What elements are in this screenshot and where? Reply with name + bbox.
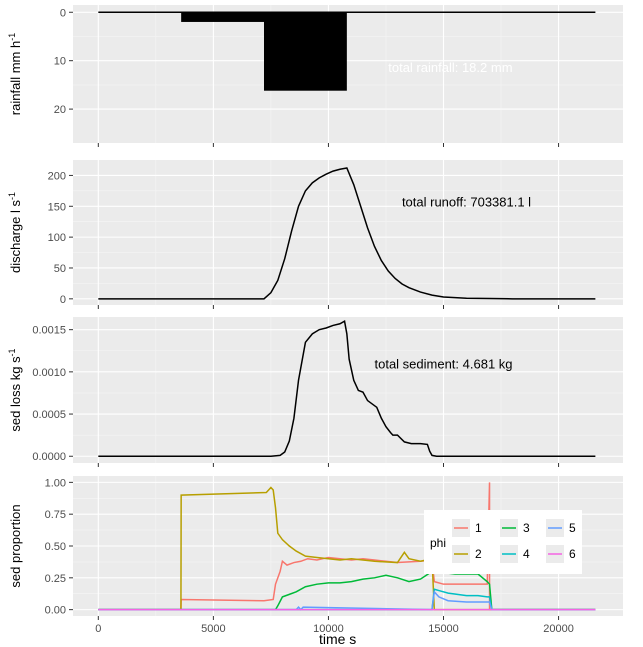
sediment-line [98, 320, 596, 457]
sed-proportion-ytick-label: 0.00 [45, 605, 66, 617]
sed-proportion-ytick-label: 1.00 [45, 477, 66, 489]
sed-proportion-ylabel: sed proportion [8, 504, 23, 587]
rainfall-panel-background [73, 5, 623, 143]
discharge-line [98, 167, 596, 300]
discharge-ylabel: discharge l s-1 [7, 192, 23, 273]
rainfall-ylabel: rainfall mm h-1 [7, 33, 23, 115]
rainfall-ytick-label: 20 [54, 104, 66, 116]
xtick-label: 5000 [201, 623, 225, 635]
discharge-ytick-label: 100 [48, 232, 66, 244]
discharge-panel-background [73, 160, 623, 305]
discharge-ytick-label: 50 [54, 263, 66, 275]
legend-label-phi-4: 4 [523, 547, 530, 561]
xtick-label: 0 [95, 623, 101, 635]
sediment-ytick-label: 0.0010 [32, 367, 66, 379]
sed-proportion-ytick-label: 0.50 [45, 541, 66, 553]
sed-proportion-ytick-label: 0.75 [45, 509, 66, 521]
legend-label-phi-6: 6 [569, 547, 576, 561]
rainfall-ytick-label: 0 [60, 7, 66, 19]
discharge-ytick-label: 150 [48, 201, 66, 213]
legend-label-phi-2: 2 [475, 547, 482, 561]
rainfall-annotation: total rainfall: 18.2 mm [388, 60, 512, 75]
legend-label-phi-3: 3 [523, 521, 530, 535]
sediment-ytick-label: 0.0000 [32, 451, 66, 463]
discharge-ytick-label: 200 [48, 170, 66, 182]
rainfall-bar [264, 12, 347, 91]
rainfall-ytick-label: 10 [54, 56, 66, 68]
sediment-ylabel: sed loss kg s-1 [7, 348, 23, 431]
xtick-label: 20000 [543, 623, 574, 635]
sediment-ytick-label: 0.0005 [32, 409, 66, 421]
legend-label-phi-1: 1 [475, 521, 482, 535]
discharge-annotation: total runoff: 703381.1 l [402, 194, 531, 209]
legend-label-phi-5: 5 [569, 521, 576, 535]
discharge-ytick-label: 0 [60, 294, 66, 306]
sediment-ytick-label: 0.0015 [32, 325, 66, 337]
legend-title: phi [430, 536, 446, 550]
x-axis-label: time s [319, 631, 356, 647]
series-line-phi-5 [98, 590, 596, 611]
xtick-label: 15000 [428, 623, 459, 635]
sed-proportion-ytick-label: 0.25 [45, 573, 66, 585]
sediment-annotation: total sediment: 4.681 kg [374, 356, 512, 371]
rainfall-bar [181, 12, 265, 22]
xtick-label: 10000 [313, 623, 344, 635]
